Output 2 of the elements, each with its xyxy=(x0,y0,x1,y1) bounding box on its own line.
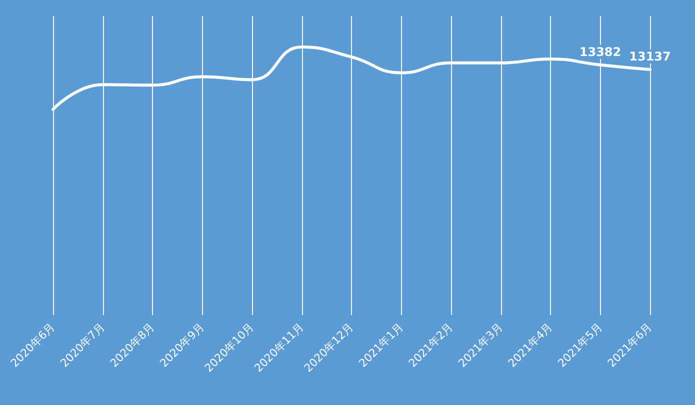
data-label: 13137 xyxy=(629,50,671,64)
data-label: 13382 xyxy=(579,44,622,59)
